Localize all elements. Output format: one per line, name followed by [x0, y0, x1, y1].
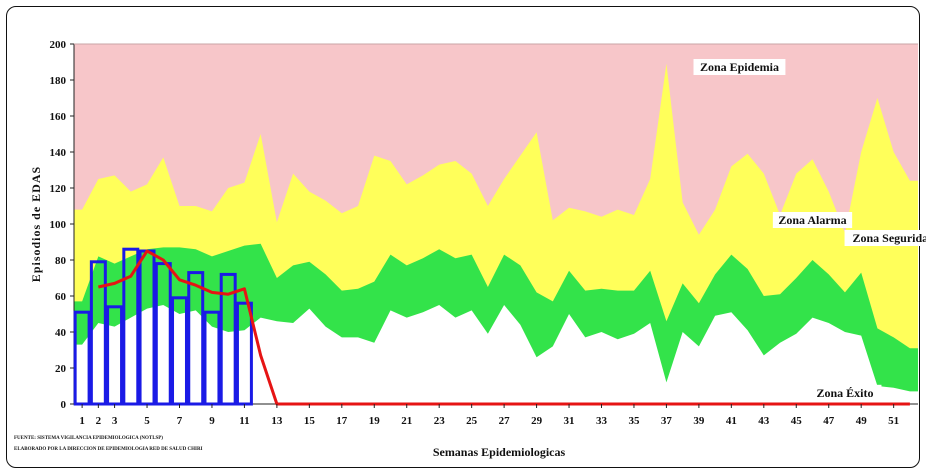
y-tick-label: 100	[50, 219, 67, 231]
zone-label-background	[693, 59, 786, 75]
zone-label-background	[808, 384, 882, 401]
prepared-by-footnote: ELABORADO POR LA DIRECCION DE EPIDEMIOLO…	[14, 447, 203, 452]
y-tick-label: 20	[55, 363, 67, 375]
x-tick-label: 15	[304, 415, 316, 427]
case-bar	[122, 247, 140, 406]
y-tick-label: 0	[61, 399, 67, 411]
x-axis-title: Semanas Epidemiologicas	[433, 445, 566, 459]
x-tick-label: 47	[823, 415, 835, 427]
x-tick-label: 13	[271, 415, 283, 427]
x-tick-label: 51	[888, 415, 899, 427]
x-tick-label: 25	[466, 415, 478, 427]
x-tick-label: 39	[693, 415, 705, 427]
x-tick-labels: 1 3 5 7 9 11 13 15 17 19 21 23 25 27 29 31 33 35 37 39 41 43 4…	[79, 404, 899, 427]
y-tick-label: 60	[55, 291, 67, 303]
x-tick-label: 21	[401, 415, 412, 427]
x-tick-label: 41	[726, 415, 737, 427]
x-tick-label: 45	[791, 415, 803, 427]
x-tick-label: 37	[661, 415, 673, 427]
x-tick-label: 3	[112, 415, 118, 427]
x-tick-label: 35	[628, 415, 640, 427]
y-tick-label: 180	[50, 75, 67, 87]
case-bar	[187, 271, 205, 406]
case-bar	[154, 262, 172, 406]
x-tick-label: 31	[564, 415, 575, 427]
x-tick-label: 7	[177, 415, 183, 427]
x-tick-label: 2	[96, 415, 102, 427]
zone-label: Zona Seguridad	[852, 231, 926, 245]
y-axis-title: Episodios de EDAS	[29, 166, 43, 282]
x-tick-label: 27	[499, 415, 511, 427]
case-bar	[219, 272, 237, 406]
y-tick-label: 200	[50, 39, 67, 51]
zone-label-background	[772, 212, 853, 228]
x-tick-label: 19	[369, 415, 381, 427]
zone-label-background	[844, 230, 926, 246]
y-tick-labels: 0 20 40 60 80 100 120 140 160 180 200	[50, 39, 74, 411]
source-footnote: FUENTE: SISTEMA VIGILANCIA EPIDEMIOLOGIC…	[14, 436, 163, 441]
x-tick-label: 29	[531, 415, 543, 427]
y-tick-label: 140	[50, 147, 67, 159]
x-tick-label: 17	[336, 415, 348, 427]
x-tick-label: 5	[144, 415, 150, 427]
zone-labels: Zona Epidemia Zona Alarma Zona Seguridad Zo…	[693, 59, 926, 401]
x-tick-label: 11	[239, 415, 249, 427]
y-tick-label: 80	[55, 255, 67, 267]
x-tick-label: 1	[79, 415, 85, 427]
x-tick-label: 43	[758, 415, 770, 427]
x-tick-label: 49	[856, 415, 868, 427]
zone-area-4	[74, 305, 918, 404]
x-tick-label: 33	[596, 415, 608, 427]
y-tick-label: 120	[50, 183, 67, 195]
x-tick-label: 9	[209, 415, 215, 427]
zone-areas	[74, 44, 918, 405]
y-tick-label: 40	[55, 327, 67, 339]
zone-label: Zona Éxito	[816, 386, 873, 400]
y-tick-label: 160	[50, 111, 67, 123]
zone-label: Zona Epidemia	[700, 60, 779, 74]
x-tick-label: 23	[434, 415, 446, 427]
zone-label: Zona Alarma	[778, 213, 846, 227]
